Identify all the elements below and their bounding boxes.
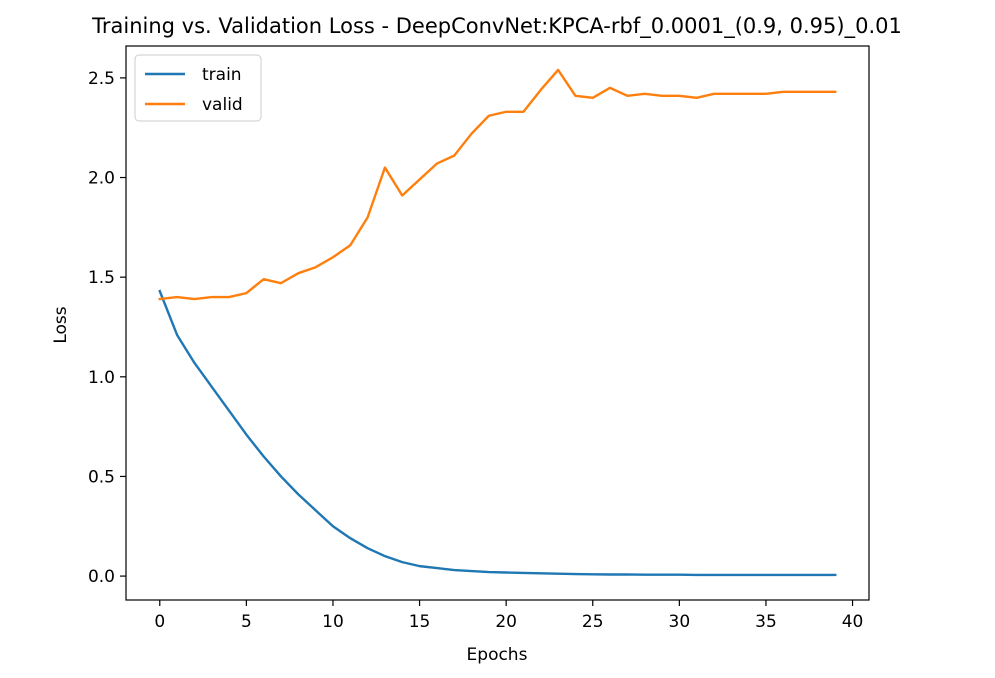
- y-tick-label: 0.5: [88, 467, 115, 487]
- x-axis-label: Epochs: [467, 645, 528, 665]
- y-tick-label: 2.0: [88, 169, 115, 189]
- y-tick-label: 1.0: [88, 368, 115, 388]
- series-line-train: [158, 289, 837, 577]
- x-axis-ticks: 0 5 10 15 20 25 30 35 40: [154, 600, 863, 632]
- legend: train valid: [134, 54, 262, 122]
- legend-label-train: train: [202, 65, 242, 85]
- series-line-valid: [158, 68, 837, 301]
- x-tick-label: 10: [322, 612, 344, 632]
- x-tick-label: 5: [241, 612, 252, 632]
- plot-area: [126, 46, 869, 600]
- x-tick-label: 20: [495, 612, 517, 632]
- legend-label-valid: valid: [202, 95, 243, 115]
- series-lines: [158, 68, 837, 577]
- x-tick-label: 25: [582, 612, 604, 632]
- x-tick-label: 30: [669, 612, 691, 632]
- chart-title: Training vs. Validation Loss - DeepConvN…: [91, 14, 902, 39]
- y-tick-label: 0.0: [88, 567, 115, 587]
- y-tick-label: 2.5: [88, 69, 115, 89]
- y-axis-ticks: 0.0 0.5 1.0 1.5 2.0 2.5: [88, 69, 126, 587]
- x-tick-label: 0: [154, 612, 165, 632]
- plot-frame: [125, 45, 870, 601]
- y-tick-label: 1.5: [88, 268, 115, 288]
- y-axis-label: Loss: [51, 306, 71, 343]
- x-tick-label: 15: [409, 612, 431, 632]
- x-tick-label: 40: [842, 612, 864, 632]
- x-tick-label: 35: [755, 612, 777, 632]
